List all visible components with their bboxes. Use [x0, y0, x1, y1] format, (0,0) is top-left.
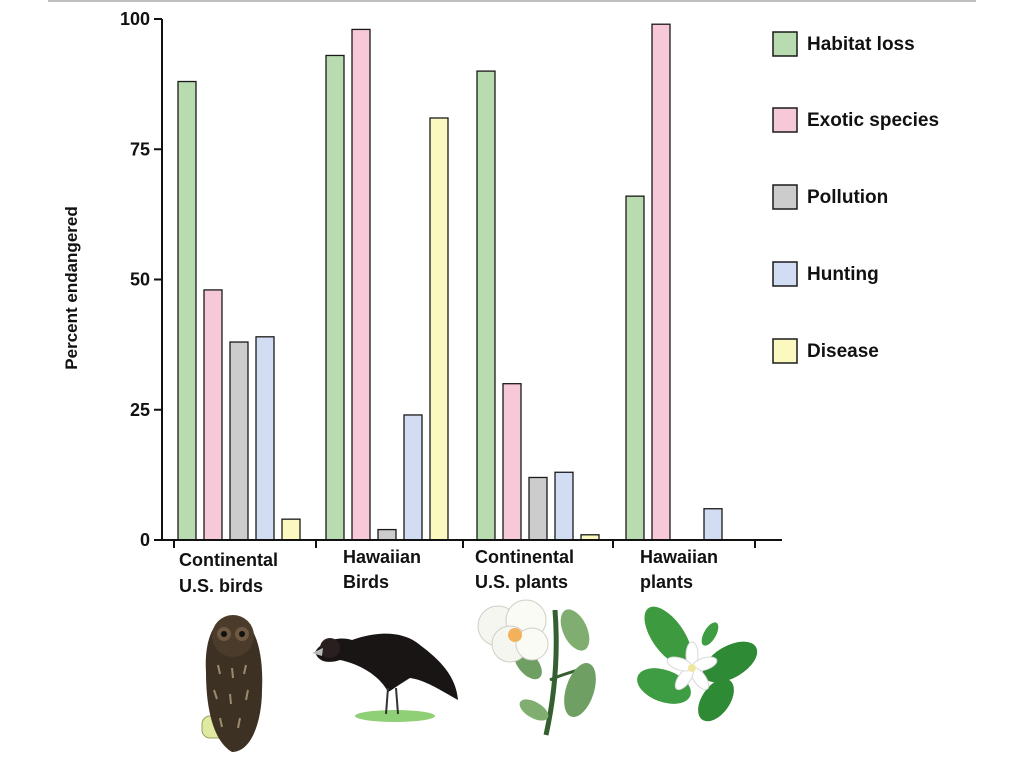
legend-label-pollution: Pollution	[807, 187, 888, 208]
bar-pollution-continental-u-s-birds	[229, 341, 249, 541]
bar-exotic-species-hawaiian-birds	[351, 28, 371, 541]
hawaiian-bird-icon	[312, 633, 458, 722]
bar-habitat-loss-continental-u-s-plants	[476, 70, 496, 541]
bar-exotic-species-continental-u-s-birds	[203, 289, 223, 541]
legend-swatch-hunting	[772, 261, 798, 287]
bar-habitat-loss-hawaiian-plants	[625, 195, 645, 541]
bar-group-continental-u-s-birds	[177, 80, 301, 541]
legend-item-pollution: Pollution	[772, 184, 888, 210]
bar-exotic-species-hawaiian-plants	[651, 23, 671, 541]
bar-group-hawaiian-birds	[325, 28, 449, 541]
bar-habitat-loss-continental-u-s-birds	[177, 80, 197, 541]
category-label-continental-u-s-plants: Continental U.S. plants	[475, 547, 574, 592]
bar-hunting-hawaiian-plants	[703, 508, 723, 541]
legend-swatch-exotic-species	[772, 107, 798, 133]
legend-label-habitat-loss: Habitat loss	[807, 34, 915, 55]
axes-layer	[161, 19, 782, 548]
y-ticks-layer: 0 25 50 75 100	[120, 9, 162, 550]
legend-item-habitat-loss: Habitat loss	[772, 31, 915, 57]
category-labels-layer: Continental U.S. birds Hawaiian Birds Contin…	[179, 547, 718, 596]
bar-disease-hawaiian-birds	[429, 117, 449, 541]
legend-item-exotic-species: Exotic species	[772, 107, 939, 133]
category-label-hawaiian-plants: Hawaiian plants	[640, 547, 718, 592]
gardenia-plant-icon	[637, 606, 758, 722]
legend-label-exotic-species: Exotic species	[807, 110, 939, 131]
category-label-continental-u-s-birds: Continental U.S. birds	[179, 550, 278, 596]
white-flower-plant-icon	[477, 599, 596, 736]
legend: Habitat loss Exotic species Pollution Hunti…	[772, 31, 939, 364]
bar-pollution-continental-u-s-plants	[528, 476, 548, 541]
bar-hunting-continental-u-s-birds	[255, 336, 275, 541]
y-tick-label-75: 75	[130, 139, 150, 159]
owl-icon	[201, 615, 263, 752]
bar-disease-continental-u-s-birds	[281, 518, 301, 541]
bar-exotic-species-continental-u-s-plants	[502, 383, 522, 541]
y-axis-title: Percent endangered	[62, 206, 81, 369]
category-label-hawaiian-birds: Hawaiian Birds	[343, 547, 421, 592]
legend-swatch-disease	[772, 338, 798, 364]
legend-swatch-habitat-loss	[772, 31, 798, 57]
bar-group-hawaiian-plants	[625, 23, 723, 541]
legend-label-hunting: Hunting	[807, 264, 879, 285]
y-tick-label-50: 50	[130, 270, 150, 290]
bar-habitat-loss-hawaiian-birds	[325, 54, 345, 541]
legend-item-hunting: Hunting	[772, 261, 879, 287]
bar-pollution-hawaiian-birds	[377, 528, 397, 541]
y-tick-label-100: 100	[120, 9, 150, 29]
bar-hunting-hawaiian-birds	[403, 414, 423, 541]
y-tick-label-25: 25	[130, 400, 150, 420]
bar-hunting-continental-u-s-plants	[554, 471, 574, 541]
legend-label-disease: Disease	[807, 341, 879, 362]
legend-item-disease: Disease	[772, 338, 879, 364]
bars-layer	[177, 23, 723, 541]
legend-swatch-pollution	[772, 184, 798, 210]
bar-group-continental-u-s-plants	[476, 70, 600, 541]
y-tick-label-0: 0	[140, 530, 150, 550]
